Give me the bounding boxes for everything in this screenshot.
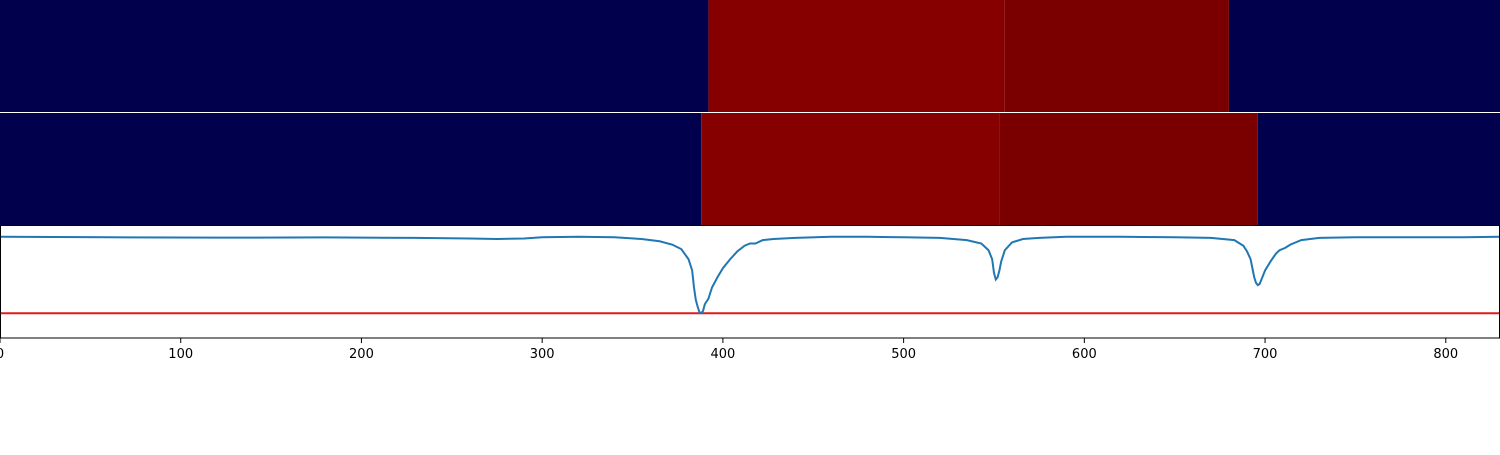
heatmap-top (0, 0, 1500, 112)
x-tick-label-0: 0 (0, 347, 4, 362)
x-tick-label-600: 600 (1072, 347, 1097, 362)
series-line (0, 235, 1500, 315)
x-tick-label-800: 800 (1433, 347, 1458, 362)
x-tick-label-100: 100 (168, 347, 193, 362)
x-tick-label-300: 300 (530, 347, 555, 362)
heatmap-1-segment-3 (1257, 113, 1500, 225)
heatmap-1-segment-1 (701, 113, 1000, 225)
heatmap-0-segment-3 (1228, 0, 1500, 112)
x-tick-label-700: 700 (1253, 347, 1278, 362)
plot-area (0, 225, 1500, 338)
x-tick-label-200: 200 (349, 347, 374, 362)
heatmap-0-segment-0 (0, 0, 709, 112)
x-tick-label-400: 400 (710, 347, 735, 362)
heatmap-0-segment-1 (708, 0, 1005, 112)
x-tick-label-500: 500 (891, 347, 916, 362)
line-plot-panel: 0 100 200 300 400 500 600 700 800 (0, 225, 1500, 362)
x-axis: 0 100 200 300 400 500 600 700 800 (0, 338, 1458, 362)
heatmap-0-segment-2 (1004, 0, 1229, 112)
heatmap-1-segment-2 (999, 113, 1258, 225)
heatmap-bottom (0, 113, 1500, 225)
heatmap-1-segment-0 (0, 113, 702, 225)
